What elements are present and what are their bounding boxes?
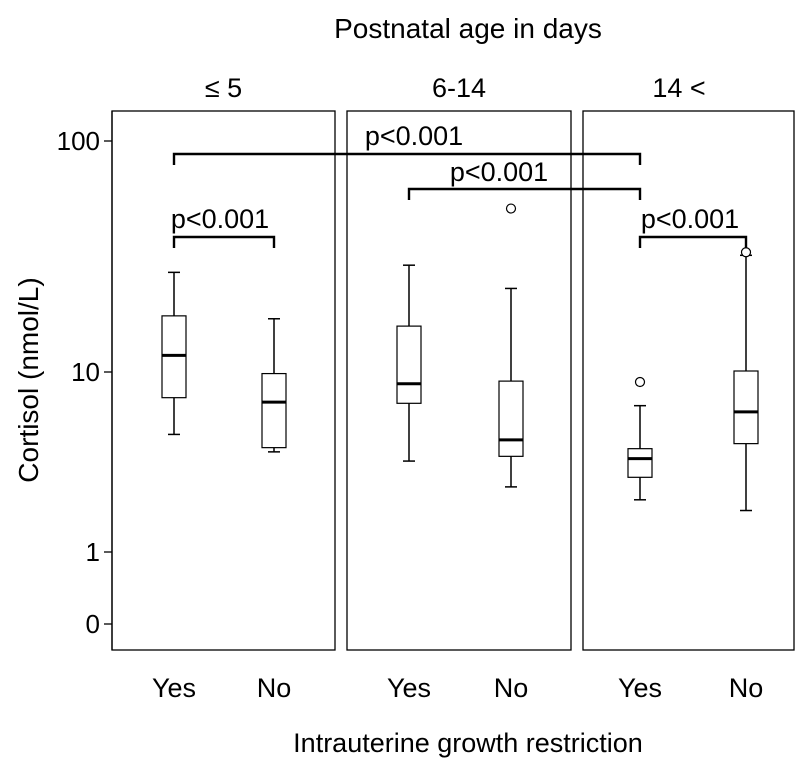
- x-tick-label: No: [257, 673, 292, 703]
- box-iqr: [396, 325, 422, 404]
- box-no: No: [494, 203, 529, 703]
- box-no: No: [257, 318, 292, 703]
- x-tick-label: Yes: [618, 673, 662, 703]
- box-yes: Yes: [387, 264, 431, 703]
- panel-1: ≤ 5 Yes No: [111, 73, 336, 703]
- x-tick-label: No: [494, 673, 529, 703]
- outlier-point: [505, 203, 517, 214]
- significance-bracket: p<0.001: [172, 120, 642, 165]
- box-yes: Yes: [618, 376, 662, 703]
- bracket-line: [172, 152, 642, 165]
- panel-frame: [582, 110, 795, 651]
- bracket-line: [407, 187, 642, 200]
- y-axis-label: Cortisol (nmol/L): [13, 277, 44, 482]
- panel-frame: [111, 110, 336, 651]
- box-iqr: [733, 370, 759, 445]
- box-iqr: [498, 380, 524, 457]
- box-yes: Yes: [152, 271, 196, 703]
- outlier-point: [634, 376, 646, 388]
- bracket-line: [172, 235, 276, 248]
- label-background: [352, 120, 476, 150]
- panel-frame: [346, 110, 572, 651]
- panel-3: 14 < Yes No: [582, 73, 795, 703]
- p-value-label: p<0.001: [450, 157, 548, 187]
- y-tick-label: 0: [86, 609, 100, 639]
- box-no: No: [729, 247, 764, 703]
- p-value-label: p<0.001: [641, 204, 739, 234]
- x-tick-label: Yes: [152, 673, 196, 703]
- outlier-point: [740, 247, 752, 258]
- chart-title: Postnatal age in days: [334, 13, 602, 44]
- y-tick-label: 1: [86, 537, 100, 567]
- significance-bracket: p<0.001: [638, 204, 748, 248]
- box-iqr: [261, 372, 287, 449]
- p-value-label: p<0.001: [365, 121, 463, 151]
- significance-bracket: p<0.001: [407, 156, 642, 200]
- x-tick-label: Yes: [387, 673, 431, 703]
- box-iqr: [627, 448, 653, 478]
- y-tick-label: 10: [71, 357, 100, 387]
- y-tick-label: 100: [57, 126, 100, 156]
- label-background: [437, 156, 561, 186]
- x-tick-label: No: [729, 673, 764, 703]
- p-value-label: p<0.001: [171, 204, 269, 234]
- bracket-line: [638, 235, 748, 248]
- significance-bracket: p<0.001: [171, 204, 276, 248]
- panel-label: 6-14: [432, 73, 486, 103]
- panel-2: 6-14 Yes No: [346, 73, 572, 703]
- panel-label: ≤ 5: [205, 73, 242, 103]
- x-axis-label: Intrauterine growth restriction: [293, 728, 643, 758]
- panel-label: 14 <: [652, 73, 705, 103]
